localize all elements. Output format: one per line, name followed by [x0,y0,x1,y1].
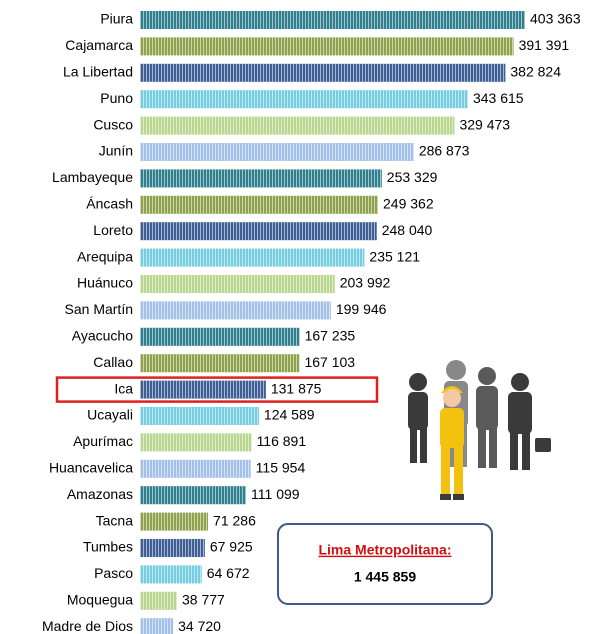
category-label: Apurímac [73,433,133,449]
category-label: Piura [100,11,133,27]
category-label: Junín [99,143,133,159]
bar-stripes [140,407,259,425]
bar-stripes [140,380,266,399]
value-label: 403 363 [530,11,581,27]
value-label: 167 235 [305,328,356,344]
annotation-title: Lima Metropolitana: [318,542,451,558]
category-label: Amazonas [67,486,133,502]
bar-stripes [140,11,525,29]
value-label: 116 891 [257,433,307,449]
category-label: Madre de Dios [42,618,133,634]
value-label: 248 040 [382,222,433,238]
category-label: Cusco [93,116,133,132]
category-label: La Libertad [63,64,133,80]
value-label: 253 329 [387,169,438,185]
value-label: 167 103 [304,354,355,370]
value-label: 67 925 [210,539,253,555]
category-label: Tumbes [83,539,133,555]
category-label: Huánuco [77,275,133,291]
category-label: Ucayali [87,407,133,423]
bar-stripes [140,143,414,161]
category-label: San Martín [65,301,133,317]
illustration [408,360,551,500]
value-label: 199 946 [336,301,387,317]
category-label: Cajamarca [65,37,133,53]
value-label: 131 875 [271,380,322,396]
value-label: 124 589 [264,407,315,423]
category-label: Pasco [94,565,133,581]
bar-stripes [140,539,205,557]
bar-stripes [140,90,468,109]
value-label: 343 615 [473,90,524,106]
highlight-box [55,376,379,403]
category-label: Áncash [86,196,133,212]
bar-stripes [140,354,300,373]
value-label: 111 099 [251,486,300,502]
category-label: Huancavelica [49,460,133,476]
value-label: 382 824 [510,64,561,80]
bar-stripes [140,433,252,452]
bar-stripes [140,37,514,56]
bar-stripes [140,512,209,531]
category-label: Lambayeque [52,169,133,185]
category-label: Callao [93,354,133,370]
bar-stripes [140,63,506,82]
value-label: 34 720 [178,618,221,634]
bar-stripes [140,195,379,214]
category-label: Tacna [96,512,134,528]
value-label: 203 992 [340,275,391,291]
bar-stripes [140,591,178,610]
bar-stripes [140,116,455,135]
value-label: 38 777 [182,592,225,608]
bar-stripes [140,169,382,188]
value-label: 249 362 [383,196,434,212]
bar-stripes [140,459,251,478]
bar-stripes [140,618,174,634]
value-label: 64 672 [207,565,250,581]
bar-stripes [140,275,335,293]
annotation-box [277,523,493,605]
category-label: Puno [100,90,133,106]
category-label: Arequipa [77,248,133,264]
value-label: 235 121 [369,248,420,264]
value-label: 115 954 [256,460,306,476]
category-label: Ayacucho [72,328,133,344]
category-label: Loreto [93,222,133,238]
annotation-value: 1 445 859 [354,569,416,585]
bar-stripes [140,565,202,584]
value-label: 71 286 [213,512,256,528]
bar-stripes [140,301,331,320]
bar-stripes [140,486,247,505]
category-label: Moquegua [67,592,133,608]
category-label: Ica [114,380,133,396]
value-label: 286 873 [419,143,470,159]
value-label: 329 473 [459,116,510,132]
bar-stripes [140,222,377,241]
value-label: 391 391 [519,37,570,53]
bar-stripes [140,248,365,267]
bar-stripes [140,327,300,346]
